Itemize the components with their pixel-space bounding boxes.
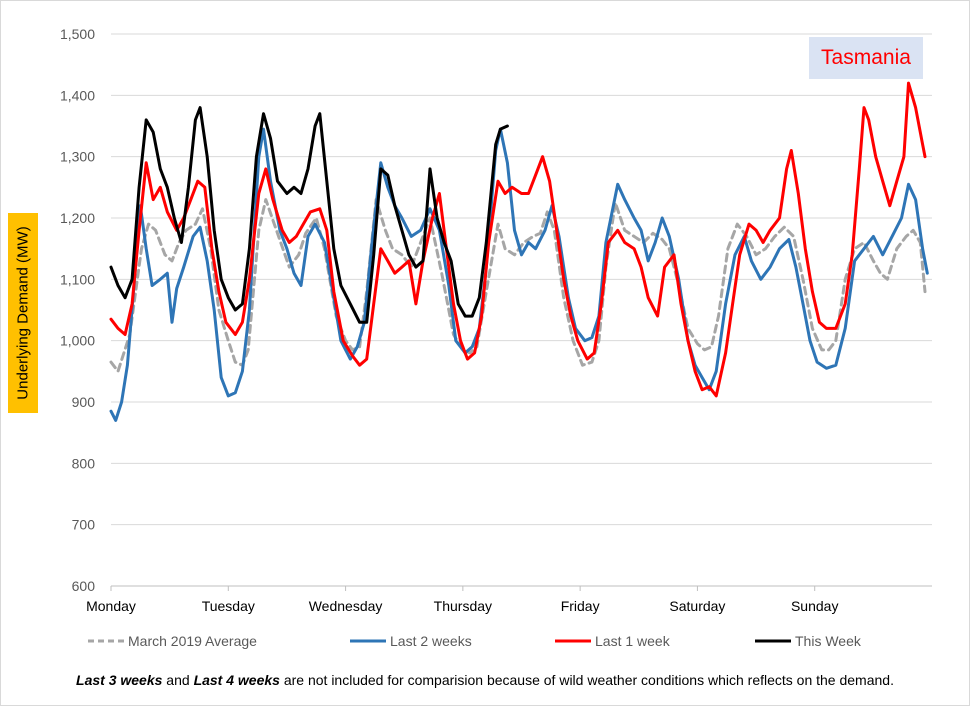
series-line-last-2-weeks bbox=[109, 127, 929, 422]
legend-item-last-2-weeks: Last 2 weeks bbox=[350, 632, 472, 650]
y-tick-label: 800 bbox=[72, 455, 96, 471]
x-tick-label: Thursday bbox=[434, 598, 492, 614]
y-tick-label: 1,100 bbox=[60, 271, 95, 287]
series-line-this-week bbox=[109, 106, 509, 324]
legend-label: Last 1 week bbox=[595, 633, 670, 649]
x-tick-label: Sunday bbox=[791, 598, 838, 614]
x-tick-label: Saturday bbox=[669, 598, 725, 614]
legend-label: This Week bbox=[795, 633, 861, 649]
y-axis-label-box: Underlying Demand (MW) bbox=[8, 213, 38, 413]
region-badge: Tasmania bbox=[809, 37, 923, 79]
legend-item-last-1-week: Last 1 week bbox=[555, 632, 670, 650]
x-tick-label: Tuesday bbox=[202, 598, 255, 614]
legend-swatch-last-1-week bbox=[555, 639, 591, 643]
footnote-bold-1: Last 3 weeks bbox=[76, 672, 163, 688]
x-tick-label: Monday bbox=[86, 598, 136, 614]
legend-label: Last 2 weeks bbox=[390, 633, 472, 649]
y-tick-label: 1,500 bbox=[60, 26, 95, 42]
x-tick-label: Wednesday bbox=[309, 598, 383, 614]
legend-swatch-march-average bbox=[88, 639, 124, 643]
region-badge-label: Tasmania bbox=[821, 46, 911, 69]
x-tick-label: Friday bbox=[561, 598, 600, 614]
legend-item-this-week: This Week bbox=[755, 632, 861, 650]
legend-item-march-average: March 2019 Average bbox=[88, 632, 257, 650]
y-tick-label: 600 bbox=[72, 578, 96, 594]
y-tick-label: 1,400 bbox=[60, 87, 95, 103]
footnote-mid: and bbox=[162, 672, 194, 688]
footnote: Last 3 weeks and Last 4 weeks are not in… bbox=[0, 672, 970, 688]
footnote-rest: are not included for comparision because… bbox=[279, 672, 894, 688]
legend-swatch-last-2-weeks bbox=[350, 639, 386, 643]
footnote-bold-2: Last 4 weeks bbox=[193, 672, 280, 688]
series-line-last-1-week bbox=[109, 81, 927, 398]
y-tick-label: 1,300 bbox=[60, 149, 95, 165]
y-tick-label: 700 bbox=[72, 517, 96, 533]
series-line-march-2019-average bbox=[109, 198, 927, 373]
y-tick-label: 1,200 bbox=[60, 210, 95, 226]
legend-label: March 2019 Average bbox=[128, 633, 257, 649]
legend-swatch-this-week bbox=[755, 639, 791, 643]
y-tick-label: 1,000 bbox=[60, 333, 95, 349]
y-tick-label: 900 bbox=[72, 394, 96, 410]
y-axis-label: Underlying Demand (MW) bbox=[14, 226, 32, 400]
